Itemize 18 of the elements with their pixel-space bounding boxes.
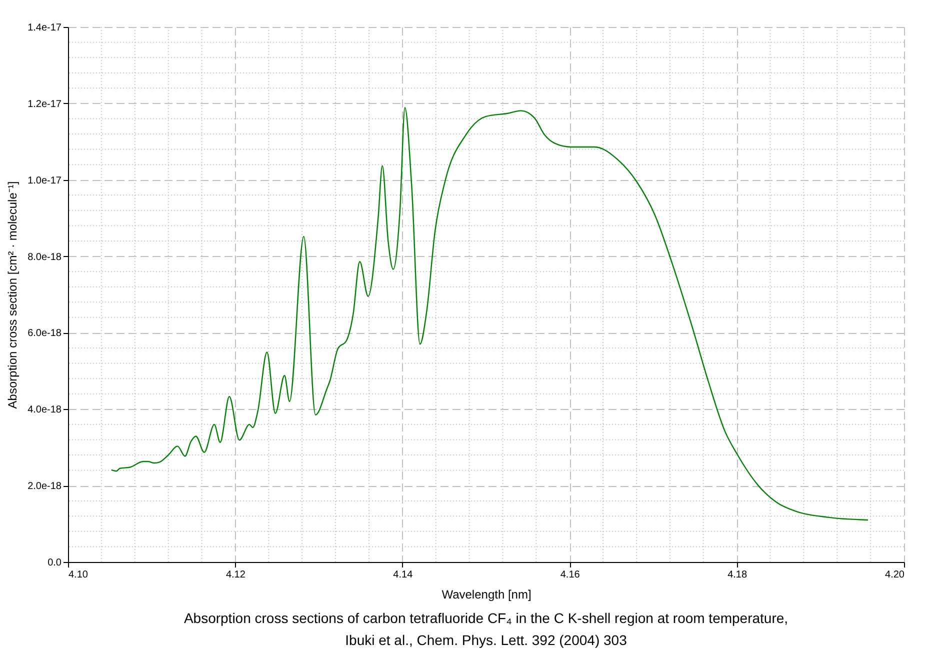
y-tick-label: 2.0e-18 bbox=[28, 481, 62, 492]
y-tick-label: 1.0e-17 bbox=[28, 175, 62, 186]
y-tick-label: 6.0e-18 bbox=[28, 328, 62, 340]
x-tick-label: 4.18 bbox=[728, 570, 748, 580]
x-axis-title: Wavelength [nm] bbox=[442, 588, 532, 602]
x-tick-label: 4.20 bbox=[885, 570, 905, 580]
x-tick-label: 4.12 bbox=[226, 570, 246, 580]
y-tick-label: 0.0 bbox=[48, 558, 62, 568]
text: Ibuki et al., Chem. Phys. Lett. 392 (2004) 303 bbox=[345, 632, 628, 648]
y-tick-label: 8.0e-18 bbox=[28, 252, 62, 263]
text: Absorption cross sections of carbon tetrafluoride CF₄ in the C K-shell region at room temperature, bbox=[184, 610, 788, 626]
y-tick-label: 4.0e-18 bbox=[28, 404, 62, 416]
x-tick-label: 4.10 bbox=[68, 570, 88, 580]
y-axis-title: Absorption cross section [cm² · molecule⁻¹] bbox=[6, 181, 20, 409]
y-tick-label: 1.4e-17 bbox=[28, 22, 62, 34]
y-tick-label: 1.2e-17 bbox=[28, 98, 62, 110]
x-tick-label: 4.16 bbox=[560, 570, 580, 580]
x-tick-label: 4.14 bbox=[393, 570, 414, 580]
